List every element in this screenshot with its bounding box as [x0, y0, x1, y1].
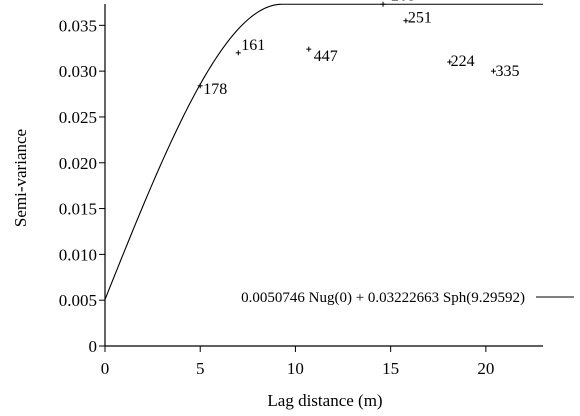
y-tick-label: 0 — [89, 337, 98, 356]
data-point: 161 — [235, 37, 265, 56]
point-label: 224 — [451, 53, 475, 70]
x-tick-label: 20 — [477, 359, 494, 378]
model-equation-label: 0.0050746 Nug(0) + 0.03222663 Sph(9.2959… — [241, 290, 525, 306]
y-axis-label: Semi-variance — [11, 129, 30, 227]
data-point: 251 — [403, 10, 432, 27]
point-label: 268 — [391, 0, 415, 4]
y-tick-label: 0.035 — [59, 16, 97, 35]
data-point: 178 — [197, 81, 227, 98]
data-points: 178 161 447 268 251 224 335 — [197, 0, 519, 98]
y-tick-label: 0.005 — [59, 291, 97, 310]
point-label: 178 — [203, 81, 227, 98]
y-tick-label: 0.015 — [59, 200, 97, 219]
y-tick-label: 0.025 — [59, 108, 97, 127]
axes — [104, 4, 543, 347]
x-tick-label: 10 — [287, 359, 304, 378]
data-point: 224 — [447, 53, 475, 70]
x-tick-label: 0 — [101, 359, 110, 378]
x-tick-label: 5 — [196, 359, 205, 378]
data-point: 268 — [380, 0, 415, 7]
y-ticks: 0 0.005 0.010 0.015 0.020 0.025 0.030 0.035 — [59, 16, 105, 356]
point-label: 161 — [241, 37, 265, 54]
data-point: 447 — [306, 46, 338, 65]
x-ticks: 0 5 10 15 20 — [101, 346, 494, 378]
point-label: 447 — [314, 48, 338, 65]
spherical-model-curve — [104, 3, 543, 300]
point-label: 251 — [408, 10, 432, 27]
x-axis-label: Lag distance (m) — [267, 391, 382, 410]
y-tick-label: 0.030 — [59, 62, 97, 81]
point-label: 335 — [495, 63, 519, 80]
data-point: 335 — [490, 63, 519, 80]
y-tick-label: 0.020 — [59, 154, 97, 173]
y-tick-label: 0.010 — [59, 245, 97, 264]
x-tick-label: 15 — [382, 359, 399, 378]
